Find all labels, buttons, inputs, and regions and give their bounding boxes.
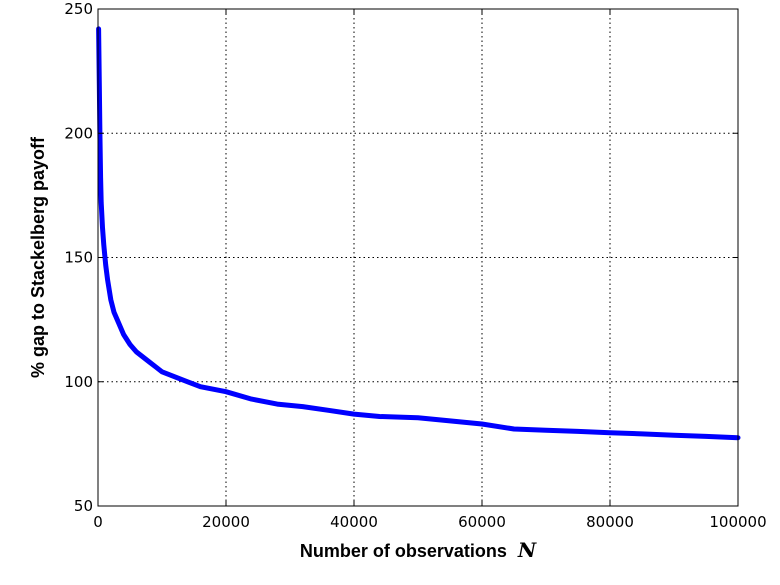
y-tick-label: 50	[74, 497, 93, 515]
series-line	[96, 26, 741, 441]
x-tick-label: 40000	[330, 513, 378, 531]
series-layer	[96, 26, 741, 441]
x-tick-label: 0	[93, 513, 103, 531]
x-tick-label: 60000	[458, 513, 506, 531]
x-axis-label: Number of observations N	[300, 538, 537, 562]
y-axis-label: % gap to Stackelberg payoff	[28, 136, 48, 378]
y-axis-ticks: 50 100 150 200 250	[64, 0, 738, 515]
x-tick-label: 20000	[202, 513, 250, 531]
y-tick-label: 250	[64, 0, 93, 18]
x-axis-ticks: 0 20000 40000 60000 80000 100000	[93, 9, 767, 531]
x-axis-label-symbol: N	[517, 538, 537, 562]
y-tick-label: 100	[64, 373, 93, 391]
x-tick-label: 80000	[586, 513, 634, 531]
x-tick-label: 100000	[709, 513, 766, 531]
y-tick-label: 200	[64, 124, 93, 142]
y-tick-label: 150	[64, 249, 93, 267]
x-axis-label-text: Number of observations	[300, 541, 507, 561]
